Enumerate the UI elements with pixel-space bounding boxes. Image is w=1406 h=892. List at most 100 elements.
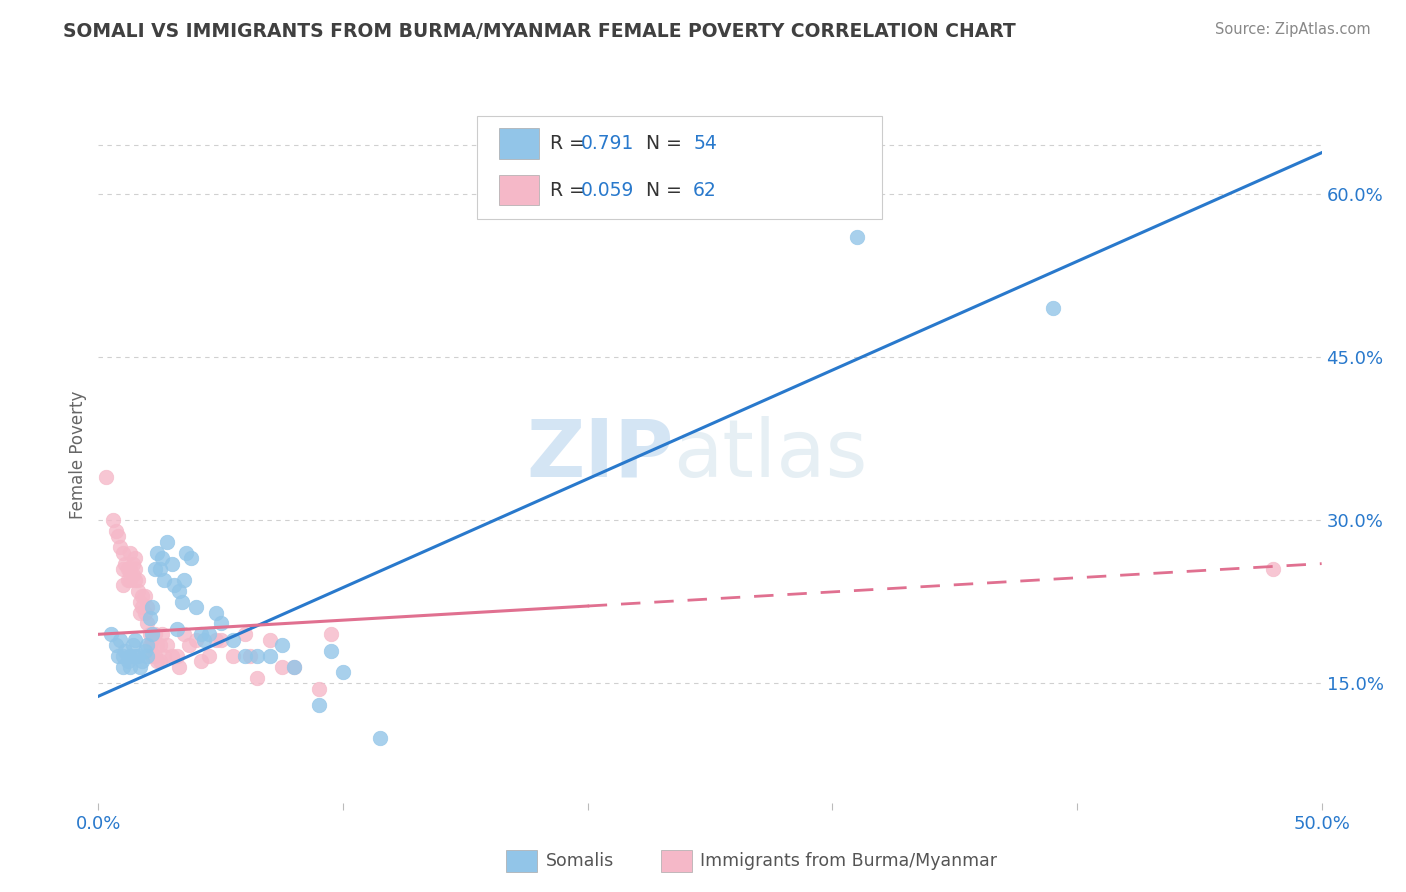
Point: [129, 606, 152, 620]
Point: [156, 534, 179, 549]
Point: [129, 660, 152, 674]
Point: [124, 562, 146, 576]
Text: ZIP: ZIP: [526, 416, 673, 494]
Point: [124, 573, 146, 587]
Point: [150, 627, 173, 641]
Point: [146, 655, 169, 669]
Point: [121, 557, 143, 571]
Point: [127, 573, 149, 587]
Point: [167, 583, 190, 598]
Point: [111, 562, 134, 576]
Point: [176, 546, 198, 560]
Point: [222, 632, 245, 647]
Point: [173, 573, 195, 587]
Point: [127, 583, 149, 598]
Point: [143, 562, 166, 576]
Point: [308, 698, 330, 712]
Point: [153, 573, 176, 587]
Point: [100, 627, 122, 641]
Point: [319, 627, 342, 641]
Point: [107, 648, 129, 663]
Point: [197, 648, 219, 663]
Point: [180, 551, 202, 566]
Point: [139, 627, 162, 641]
Point: [117, 562, 139, 576]
Point: [120, 546, 142, 560]
Point: [209, 632, 232, 647]
Point: [131, 589, 153, 603]
Point: [186, 632, 208, 647]
Point: [104, 638, 127, 652]
Point: [124, 648, 146, 663]
Point: [111, 660, 134, 674]
Point: [167, 660, 190, 674]
Point: [270, 638, 294, 652]
Point: [136, 648, 159, 663]
Point: [136, 600, 159, 615]
Point: [139, 638, 162, 652]
Point: [131, 655, 153, 669]
Point: [149, 638, 172, 652]
Point: [101, 513, 124, 527]
Point: [120, 648, 142, 663]
Point: [190, 655, 212, 669]
Point: [121, 638, 143, 652]
Point: [149, 562, 172, 576]
Point: [160, 557, 183, 571]
Point: [246, 648, 269, 663]
Point: [111, 648, 134, 663]
Point: [141, 627, 163, 641]
Text: Source: ZipAtlas.com: Source: ZipAtlas.com: [1215, 22, 1371, 37]
Text: 0.791: 0.791: [581, 134, 634, 153]
Text: 62: 62: [693, 181, 717, 200]
Point: [111, 546, 134, 560]
Point: [120, 660, 142, 674]
Point: [170, 595, 193, 609]
Point: [110, 632, 132, 647]
Point: [120, 562, 142, 576]
Point: [129, 595, 152, 609]
Point: [124, 551, 146, 566]
Point: [124, 632, 146, 647]
Point: [121, 567, 143, 582]
Point: [246, 671, 269, 685]
Point: [143, 627, 166, 641]
Point: [127, 648, 149, 663]
Point: [205, 606, 228, 620]
Point: [156, 638, 179, 652]
Point: [319, 643, 342, 657]
Point: [166, 648, 188, 663]
Point: [141, 600, 163, 615]
Point: [259, 632, 281, 647]
Point: [173, 627, 195, 641]
Point: [134, 643, 156, 657]
Point: [205, 632, 228, 647]
Point: [134, 606, 156, 620]
Point: [308, 681, 330, 696]
Point: [139, 611, 162, 625]
Point: [332, 665, 354, 680]
Point: [160, 648, 183, 663]
Point: [143, 648, 166, 663]
Point: [146, 638, 169, 652]
Point: [141, 648, 163, 663]
Text: Somalis: Somalis: [546, 852, 614, 871]
Point: [163, 578, 186, 592]
Point: [114, 643, 136, 657]
Point: [222, 648, 245, 663]
Point: [150, 551, 173, 566]
Point: [131, 600, 153, 615]
Point: [110, 541, 132, 555]
Point: [368, 731, 391, 745]
Point: [114, 557, 136, 571]
Point: [149, 655, 172, 669]
Point: [136, 616, 159, 631]
Text: R =: R =: [550, 181, 591, 200]
Point: [233, 648, 256, 663]
Point: [117, 573, 139, 587]
Point: [136, 638, 159, 652]
Text: R =: R =: [550, 134, 591, 153]
Point: [197, 627, 219, 641]
Text: 0.059: 0.059: [581, 181, 634, 200]
Point: [186, 600, 208, 615]
